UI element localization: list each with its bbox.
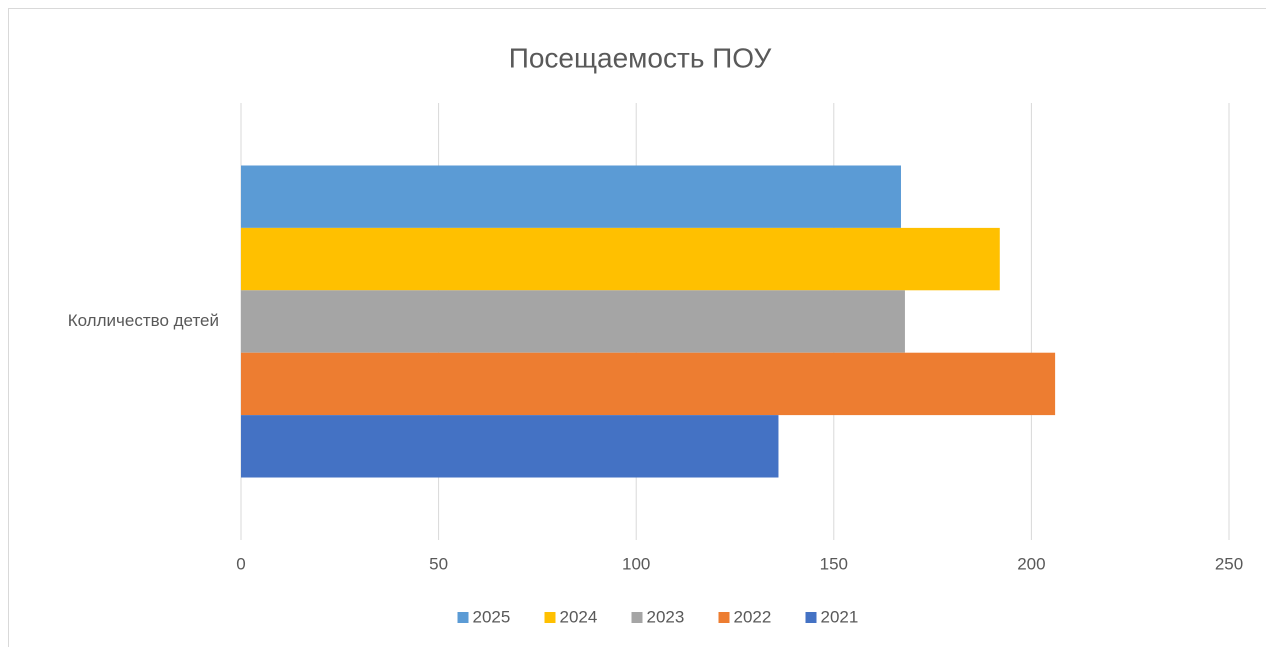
legend-label: 2023 [647, 607, 685, 626]
bar [241, 227, 1000, 291]
legend-label: 2021 [821, 607, 859, 626]
legend-label: 2024 [560, 607, 598, 626]
legend-swatch [544, 612, 556, 623]
chart-title: Посещаемость ПОУ [509, 42, 772, 73]
legend-swatch [457, 612, 469, 623]
legend-swatch [631, 612, 643, 623]
y-tick-label: Колличество детей [68, 311, 219, 330]
bar [241, 290, 905, 353]
x-tick-label: 0 [236, 554, 245, 573]
x-tick-label: 100 [622, 554, 650, 573]
legend-label: 2022 [734, 607, 772, 626]
x-tick-label: 250 [1215, 554, 1243, 573]
x-tick-label: 150 [820, 554, 848, 573]
legend-label: 2025 [473, 607, 511, 626]
bar [241, 352, 1056, 416]
legend-swatch [718, 612, 730, 623]
bar [241, 165, 901, 228]
x-tick-label: 200 [1017, 554, 1045, 573]
bar [241, 415, 779, 478]
legend-swatch [805, 612, 817, 623]
x-tick-label: 50 [429, 554, 448, 573]
